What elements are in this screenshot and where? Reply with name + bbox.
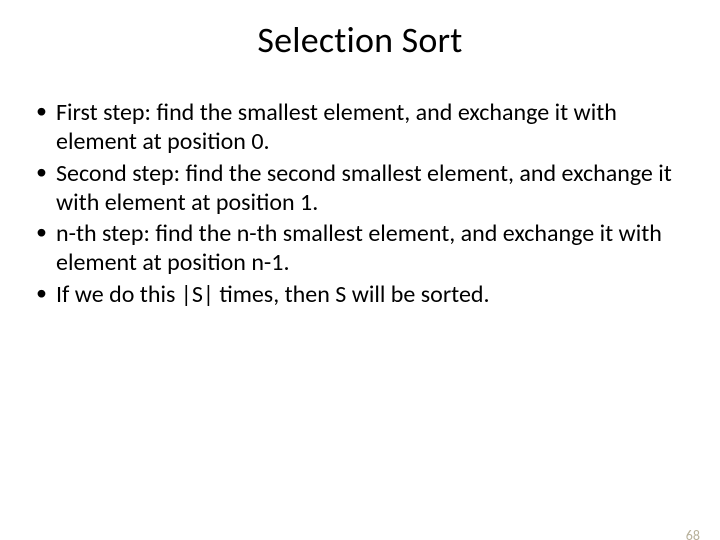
- slide: Selection Sort First step: find the smal…: [0, 18, 720, 540]
- slide-body: First step: find the smallest element, a…: [0, 98, 720, 309]
- bullet-list: First step: find the smallest element, a…: [34, 98, 686, 309]
- list-item: n-th step: find the n-th smallest elemen…: [34, 219, 686, 278]
- list-item: If we do this |S| times, then S will be …: [34, 280, 686, 309]
- slide-title: Selection Sort: [0, 18, 720, 62]
- page-number: 68: [686, 527, 700, 540]
- list-item: Second step: find the second smallest el…: [34, 159, 686, 218]
- list-item: First step: find the smallest element, a…: [34, 98, 686, 157]
